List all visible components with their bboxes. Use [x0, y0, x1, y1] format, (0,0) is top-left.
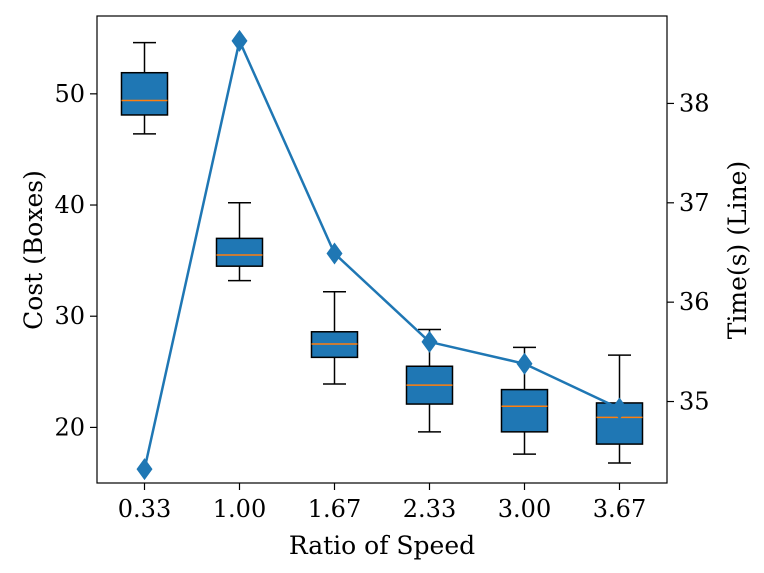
- y-axis-right: 35 36 37 38: [667, 89, 710, 416]
- box-body: [500, 388, 549, 433]
- plot-frame: [96, 15, 668, 484]
- x-tick-label: 0.33: [118, 495, 171, 523]
- box-series: [120, 41, 644, 464]
- x-axis-label: Ratio of Speed: [289, 531, 475, 560]
- time-line-series: [136, 29, 628, 481]
- x-tick-label: 3.67: [593, 495, 646, 523]
- x-tick-label: 1.67: [308, 495, 361, 523]
- y-right-tick-label: 36: [679, 288, 710, 316]
- y-left-tick-label: 30: [54, 302, 85, 330]
- box-1.00: [215, 202, 264, 282]
- diamond-marker: [326, 242, 343, 265]
- box-body: [215, 237, 264, 267]
- box-0.33: [120, 41, 169, 135]
- y-axis-left: 20 30 40 50: [54, 80, 97, 441]
- x-axis: 0.33 1.00 1.67 2.33 3.00 3.67: [118, 483, 646, 523]
- y-axis-left-label: Cost (Boxes): [19, 170, 48, 330]
- x-tick-label: 3.00: [498, 495, 551, 523]
- diamond-marker: [516, 352, 533, 375]
- y-right-tick-label: 35: [679, 388, 710, 416]
- y-left-tick-label: 20: [54, 413, 85, 441]
- diamond-marker: [611, 397, 628, 420]
- time-line: [143, 36, 621, 470]
- x-tick-label: 2.33: [403, 495, 456, 523]
- y-left-tick-label: 40: [54, 191, 85, 219]
- box-1.67: [310, 291, 359, 385]
- x-tick-label: 1.00: [213, 495, 266, 523]
- diamond-marker: [136, 458, 153, 481]
- diamond-marker: [421, 330, 438, 353]
- y-right-tick-label: 38: [679, 89, 710, 117]
- box-2.33: [405, 328, 454, 433]
- plot-area: [96, 15, 668, 484]
- y-right-tick-label: 37: [679, 189, 710, 217]
- y-axis-right-label: Time(s) (Line): [723, 161, 752, 339]
- y-left-tick-label: 50: [54, 80, 85, 108]
- box-body: [120, 71, 169, 116]
- diamond-marker: [231, 29, 248, 52]
